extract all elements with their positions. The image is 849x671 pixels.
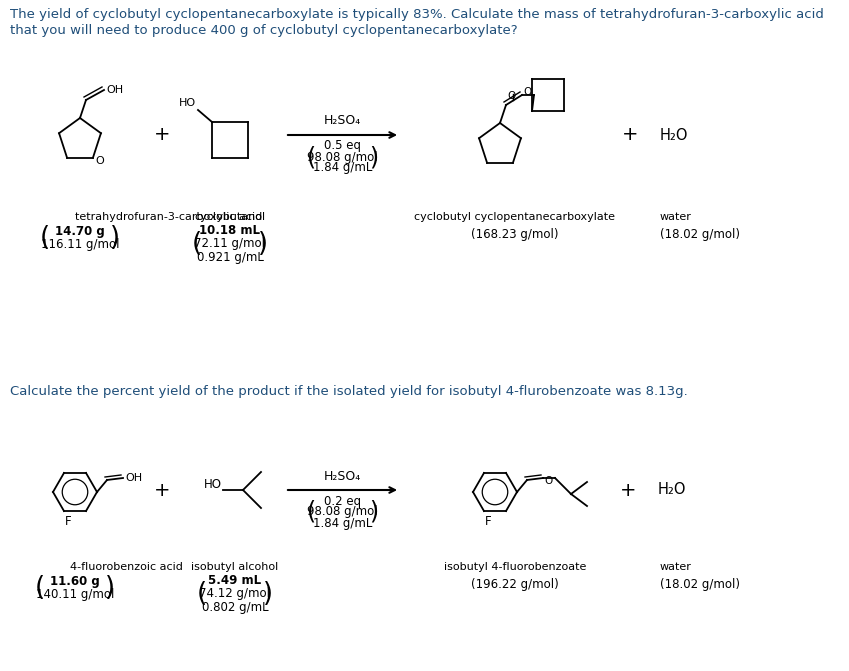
Text: (: ( [306, 145, 316, 169]
Text: +: + [154, 125, 171, 144]
Text: cyclobutanol: cyclobutanol [194, 212, 266, 222]
Text: ): ) [369, 145, 379, 169]
Text: 4-fluorobenzoic acid: 4-fluorobenzoic acid [70, 562, 183, 572]
Text: H₂SO₄: H₂SO₄ [323, 470, 361, 482]
Text: 116.11 g/mol: 116.11 g/mol [41, 238, 119, 251]
Text: (: ( [39, 225, 49, 251]
Text: that you will need to produce 400 g of cyclobutyl cyclopentanecarboxylate?: that you will need to produce 400 g of c… [10, 24, 518, 37]
Text: +: + [154, 480, 171, 499]
Text: ): ) [110, 225, 121, 251]
Text: 1.84 g/mL: 1.84 g/mL [312, 517, 372, 529]
Text: 0.921 g/mL: 0.921 g/mL [197, 250, 263, 264]
Text: (168.23 g/mol): (168.23 g/mol) [471, 228, 559, 241]
Text: cyclobutyl cyclopentanecarboxylate: cyclobutyl cyclopentanecarboxylate [414, 212, 616, 222]
Text: 11.60 g: 11.60 g [50, 575, 100, 588]
Text: isobutyl 4-fluorobenzoate: isobutyl 4-fluorobenzoate [444, 562, 586, 572]
Text: 98.08 g/mol: 98.08 g/mol [307, 505, 378, 519]
Text: O: O [545, 476, 554, 486]
Text: 0.5 eq: 0.5 eq [324, 140, 361, 152]
Text: O: O [524, 87, 532, 97]
Text: The yield of cyclobutyl cyclopentanecarboxylate is typically 83%. Calculate the : The yield of cyclobutyl cyclopentanecarb… [10, 8, 824, 21]
Text: O: O [508, 91, 516, 101]
Text: HO: HO [204, 478, 222, 491]
Text: OH: OH [125, 473, 142, 483]
Text: water: water [660, 212, 692, 222]
Text: water: water [660, 562, 692, 572]
Text: ): ) [105, 575, 115, 601]
Text: 140.11 g/mol: 140.11 g/mol [36, 588, 114, 601]
Text: HO: HO [179, 98, 196, 108]
Text: (: ( [306, 500, 316, 524]
Text: (18.02 g/mol): (18.02 g/mol) [660, 228, 740, 241]
Text: 0.2 eq: 0.2 eq [324, 495, 361, 507]
Text: 1.84 g/mL: 1.84 g/mL [312, 162, 372, 174]
Text: H₂O: H₂O [660, 127, 689, 142]
Text: 72.11 g/mol: 72.11 g/mol [194, 238, 266, 250]
Text: (: ( [197, 581, 207, 607]
Text: O: O [95, 156, 104, 166]
Text: tetrahydrofuran-3-carboxylic acid: tetrahydrofuran-3-carboxylic acid [75, 212, 262, 222]
Text: OH: OH [106, 85, 123, 95]
Text: 5.49 mL: 5.49 mL [209, 574, 261, 588]
Text: ): ) [258, 231, 268, 257]
Text: F: F [485, 515, 492, 528]
Text: H₂SO₄: H₂SO₄ [323, 115, 361, 127]
Text: isobutyl alcohol: isobutyl alcohol [191, 562, 278, 572]
Text: (: ( [35, 575, 44, 601]
Text: 10.18 mL: 10.18 mL [200, 225, 261, 238]
Text: ): ) [263, 581, 273, 607]
Text: (18.02 g/mol): (18.02 g/mol) [660, 578, 740, 591]
Text: H₂O: H₂O [658, 482, 687, 497]
Text: 0.802 g/mL: 0.802 g/mL [202, 601, 268, 613]
Text: 98.08 g/mol: 98.08 g/mol [307, 150, 378, 164]
Text: 74.12 g/mol: 74.12 g/mol [200, 588, 271, 601]
Text: +: + [621, 125, 638, 144]
Text: (: ( [192, 231, 202, 257]
Text: +: + [620, 480, 636, 499]
Text: (196.22 g/mol): (196.22 g/mol) [471, 578, 559, 591]
Text: Calculate the percent yield of the product if the isolated yield for isobutyl 4-: Calculate the percent yield of the produ… [10, 385, 688, 398]
Text: ): ) [369, 500, 379, 524]
Text: F: F [65, 515, 71, 528]
Text: 14.70 g: 14.70 g [55, 225, 105, 238]
